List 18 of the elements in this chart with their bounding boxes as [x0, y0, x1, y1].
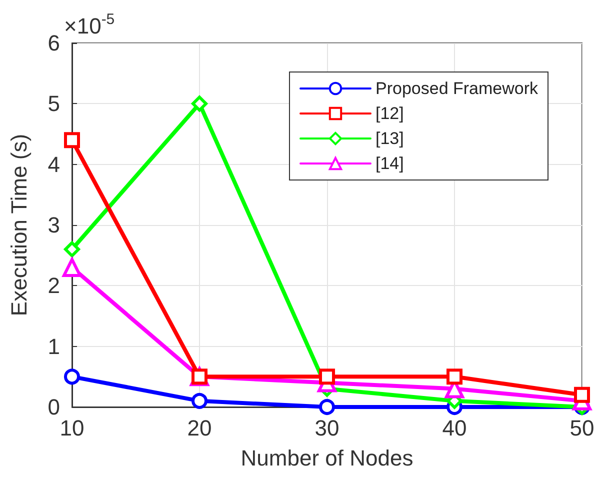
y-axis-title: Execution Time (s) [6, 134, 32, 316]
x-tick-label: 40 [442, 416, 467, 440]
x-tick-label: 50 [570, 416, 594, 440]
y-tick-label: 4 [48, 152, 60, 177]
legend-label: [13] [375, 129, 404, 148]
y-tick-label: 6 [48, 30, 60, 56]
y-tick-label: 1 [48, 334, 60, 359]
x-tick-label: 20 [187, 416, 212, 440]
x-tick-label: 30 [314, 416, 340, 440]
x-axis-title: Number of Nodes [240, 446, 414, 470]
y-tick-label: 2 [48, 273, 60, 298]
x-tick-label: 10 [60, 416, 84, 440]
y-tick-label: 5 [48, 91, 60, 116]
y-tick-label: 0 [48, 394, 60, 420]
legend-label: Proposed Framework [375, 79, 538, 98]
legend-label: [12] [375, 104, 404, 123]
y-tick-label: 3 [48, 212, 60, 238]
legend-label: [14] [375, 154, 404, 173]
